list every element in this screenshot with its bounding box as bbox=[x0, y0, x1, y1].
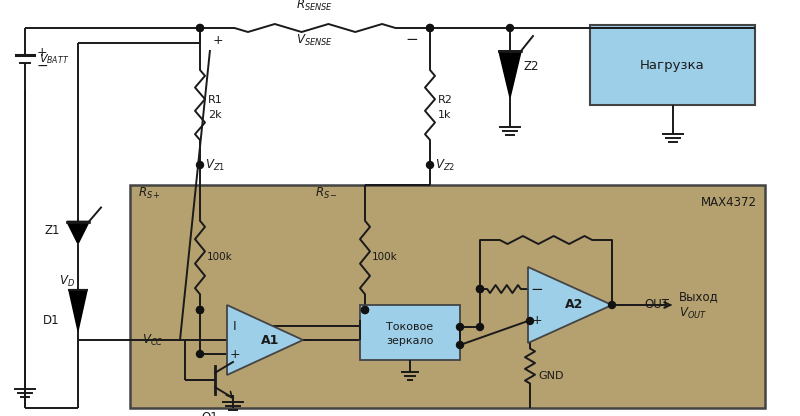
Text: Нагрузка: Нагрузка bbox=[640, 59, 705, 72]
Text: Выход: Выход bbox=[679, 290, 718, 304]
Text: 100k: 100k bbox=[372, 253, 398, 262]
Text: $V_D$: $V_D$ bbox=[59, 274, 75, 289]
Text: $R_{S+}$: $R_{S+}$ bbox=[138, 186, 161, 201]
Text: Z1: Z1 bbox=[45, 223, 60, 237]
Circle shape bbox=[197, 25, 203, 32]
Polygon shape bbox=[227, 305, 303, 375]
Circle shape bbox=[477, 285, 483, 292]
Text: $V_{CC}$: $V_{CC}$ bbox=[142, 332, 163, 347]
Text: I: I bbox=[233, 319, 237, 332]
Text: −: − bbox=[406, 32, 418, 47]
Text: +: + bbox=[532, 314, 542, 327]
Circle shape bbox=[457, 324, 463, 330]
FancyBboxPatch shape bbox=[130, 185, 765, 408]
Circle shape bbox=[197, 25, 203, 32]
Text: A1: A1 bbox=[261, 334, 279, 347]
Circle shape bbox=[506, 25, 514, 32]
Circle shape bbox=[609, 302, 615, 309]
Text: 2k: 2k bbox=[208, 110, 222, 120]
Text: $V_{BATT}$: $V_{BATT}$ bbox=[39, 52, 70, 66]
Text: +: + bbox=[37, 45, 48, 59]
Circle shape bbox=[426, 161, 434, 168]
Text: $R_{SENSE}$: $R_{SENSE}$ bbox=[297, 0, 334, 13]
Text: D1: D1 bbox=[43, 314, 60, 327]
Circle shape bbox=[477, 285, 483, 292]
Circle shape bbox=[362, 307, 369, 314]
Text: 1k: 1k bbox=[438, 110, 451, 120]
Circle shape bbox=[526, 317, 534, 324]
Circle shape bbox=[197, 307, 203, 314]
Text: OUT: OUT bbox=[644, 299, 669, 312]
Text: −: − bbox=[530, 282, 543, 297]
Text: $V_{SENSE}$: $V_{SENSE}$ bbox=[297, 32, 334, 47]
Circle shape bbox=[426, 25, 434, 32]
Text: $V_{OUT}$: $V_{OUT}$ bbox=[679, 305, 707, 321]
Text: R1: R1 bbox=[208, 95, 222, 105]
Circle shape bbox=[477, 324, 483, 330]
Polygon shape bbox=[69, 290, 87, 330]
Circle shape bbox=[197, 161, 203, 168]
Text: Q1: Q1 bbox=[202, 410, 218, 416]
Text: $V_{Z2}$: $V_{Z2}$ bbox=[435, 157, 455, 173]
Polygon shape bbox=[67, 221, 89, 243]
Text: $V_{Z1}$: $V_{Z1}$ bbox=[205, 157, 225, 173]
Text: +: + bbox=[213, 34, 223, 47]
FancyBboxPatch shape bbox=[360, 305, 460, 360]
Text: −: − bbox=[37, 59, 49, 73]
Text: R2: R2 bbox=[438, 95, 453, 105]
Circle shape bbox=[426, 25, 434, 32]
Circle shape bbox=[197, 351, 203, 357]
Text: MAX4372: MAX4372 bbox=[701, 196, 757, 210]
Polygon shape bbox=[499, 51, 521, 97]
Polygon shape bbox=[528, 267, 612, 343]
Text: Токовое: Токовое bbox=[386, 322, 434, 332]
Circle shape bbox=[362, 307, 369, 314]
Circle shape bbox=[457, 342, 463, 349]
Circle shape bbox=[197, 307, 203, 314]
Text: зеркало: зеркало bbox=[386, 335, 434, 346]
FancyBboxPatch shape bbox=[590, 25, 755, 105]
Text: +: + bbox=[230, 347, 240, 361]
Text: $R_{S-}$: $R_{S-}$ bbox=[315, 186, 338, 201]
Text: GND: GND bbox=[538, 371, 563, 381]
Text: A2: A2 bbox=[565, 299, 583, 312]
Text: Z2: Z2 bbox=[524, 59, 539, 72]
Text: 100k: 100k bbox=[207, 253, 233, 262]
